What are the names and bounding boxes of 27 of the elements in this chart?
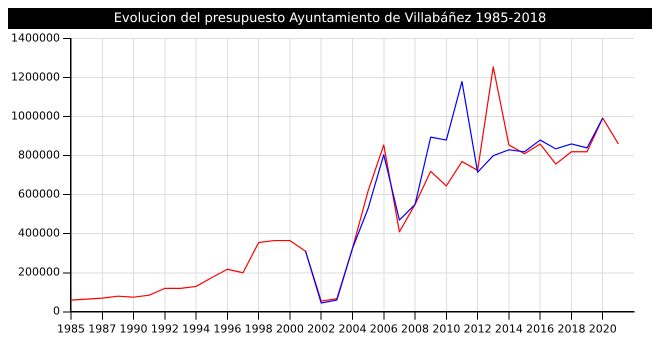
x-tick-label: 2016	[526, 322, 554, 336]
y-tick-label: 800000	[18, 148, 60, 162]
x-tick-label: 2006	[370, 322, 398, 336]
x-tick-label: 2000	[276, 322, 304, 336]
x-tick-label: 2004	[338, 322, 366, 336]
x-tick-label: 1994	[182, 322, 210, 336]
x-tick-label: 2008	[401, 322, 430, 336]
y-tick-label: 1000000	[10, 110, 60, 123]
x-tick-label: 1992	[150, 322, 179, 336]
x-tick-label: 2020	[588, 322, 617, 336]
chart-title: Evolucion del presupuesto Ayuntamiento de Villabáñez 1985-2018	[8, 8, 652, 29]
y-tick-label: 600000	[18, 188, 60, 201]
x-tick-label: 2012	[464, 322, 492, 336]
x-tick-label: 1998	[244, 322, 273, 336]
x-tick-label: 2014	[494, 322, 523, 336]
y-tick-label: 1200000	[10, 70, 60, 84]
x-tick-label: 2002	[307, 322, 336, 336]
y-tick-label: 0	[52, 304, 60, 318]
x-tick-label: 2010	[432, 322, 460, 336]
y-tick-label: 400000	[18, 226, 60, 240]
y-tick-label: 1400000	[10, 31, 60, 44]
y-tick-label: 200000	[18, 266, 60, 279]
x-tick-label: 1996	[213, 322, 242, 336]
x-tick-label: 1985	[56, 322, 85, 336]
x-tick-label: 1987	[88, 322, 116, 336]
x-tick-label: 1990	[120, 322, 148, 336]
x-tick-label: 2018	[557, 322, 586, 336]
